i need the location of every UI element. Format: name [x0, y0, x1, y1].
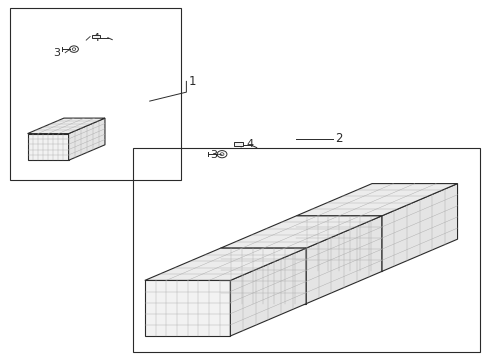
Polygon shape [69, 118, 105, 160]
Bar [133, 148, 480, 352]
Polygon shape [306, 216, 382, 304]
Text: 2: 2 [335, 132, 343, 145]
Polygon shape [382, 184, 458, 271]
Polygon shape [145, 280, 230, 336]
Polygon shape [296, 216, 382, 271]
Polygon shape [220, 248, 306, 304]
Bar [234, 142, 243, 146]
Polygon shape [230, 248, 306, 336]
Polygon shape [145, 248, 306, 280]
Text: 4: 4 [93, 33, 99, 43]
Polygon shape [27, 134, 69, 160]
Polygon shape [27, 118, 105, 134]
Polygon shape [296, 184, 458, 216]
Text: 1: 1 [189, 75, 196, 88]
Polygon shape [220, 216, 382, 248]
Text: 3: 3 [53, 48, 60, 58]
Text: 3: 3 [210, 150, 217, 160]
Bar [92, 35, 100, 39]
Text: 4: 4 [246, 139, 253, 149]
Bar [10, 8, 181, 180]
